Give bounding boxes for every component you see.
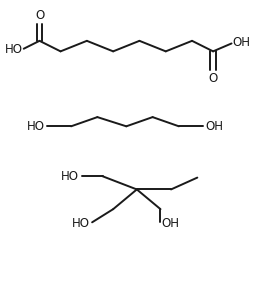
Text: HO: HO	[71, 217, 90, 230]
Text: HO: HO	[61, 170, 79, 183]
Text: HO: HO	[4, 43, 22, 56]
Text: O: O	[208, 72, 218, 85]
Text: OH: OH	[233, 36, 251, 49]
Text: HO: HO	[27, 120, 45, 133]
Text: OH: OH	[162, 217, 180, 230]
Text: O: O	[35, 9, 44, 22]
Text: OH: OH	[205, 120, 223, 133]
